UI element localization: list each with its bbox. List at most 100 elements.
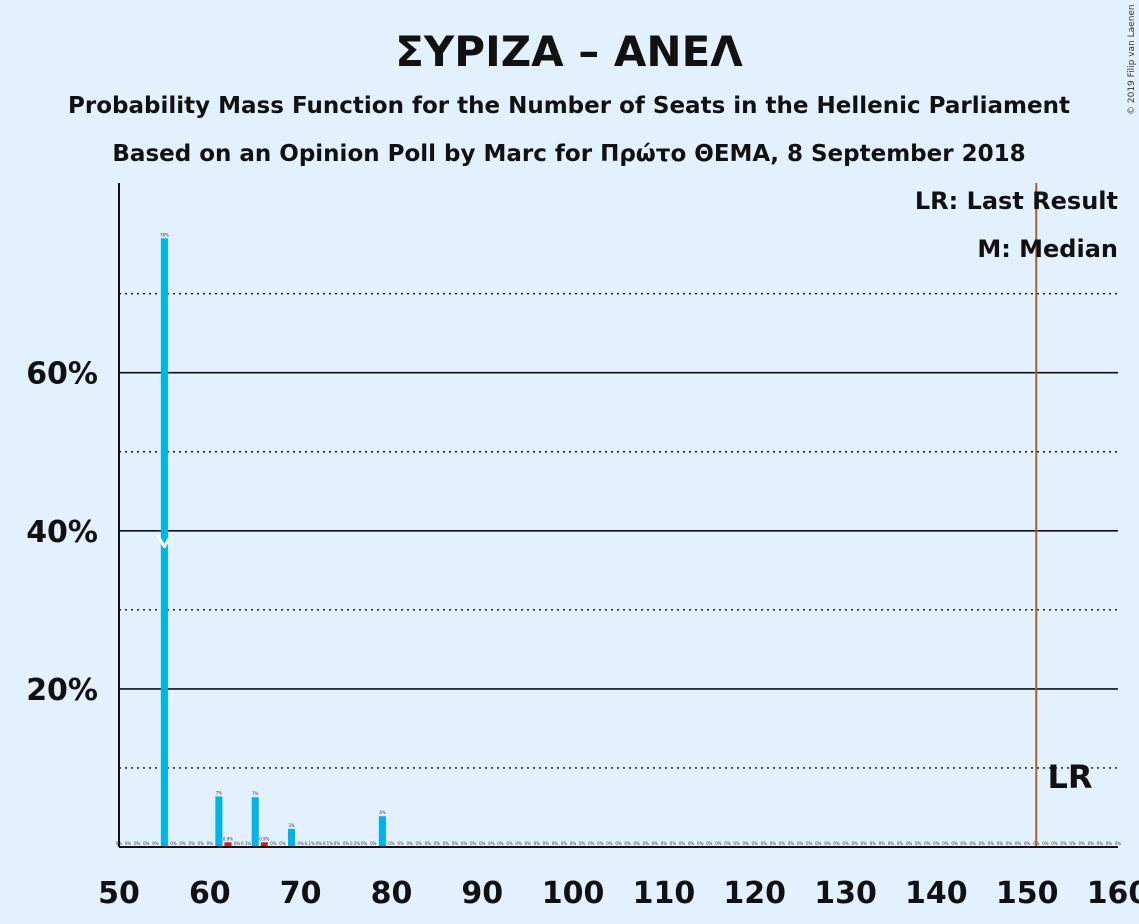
bar-label: 0% (742, 841, 749, 846)
bar-label: 0% (370, 841, 377, 846)
bar-label: 0% (906, 841, 913, 846)
bar-label: 0% (1078, 841, 1085, 846)
bar-label: 0% (942, 841, 949, 846)
bar-label: 0% (343, 841, 350, 846)
bar-label: 0% (470, 841, 477, 846)
bar-label: 0% (697, 841, 704, 846)
y-tick-label: 20% (26, 673, 98, 708)
x-tick-label: 110 (633, 876, 696, 911)
y-tick-label: 60% (26, 357, 98, 392)
bar (224, 842, 232, 847)
bar-label: 0% (788, 841, 795, 846)
bar-label: 0% (815, 841, 822, 846)
bar-label: 0.1% (323, 841, 333, 846)
bar-label: 0% (297, 841, 304, 846)
bar-label: 0% (897, 841, 904, 846)
bar-label: 0% (724, 841, 731, 846)
bar-label: 0% (552, 841, 559, 846)
bar-label: 0% (797, 841, 804, 846)
x-tick-label: 90 (461, 876, 503, 911)
bar-label: 0% (388, 841, 395, 846)
bar (260, 842, 268, 847)
bar-label: 0% (870, 841, 877, 846)
bar-label: 0% (615, 841, 622, 846)
bar-label: 7% (252, 791, 259, 796)
bar-label: 0% (752, 841, 759, 846)
bar-label: 0% (1015, 841, 1022, 846)
x-tick-label: 150 (996, 876, 1059, 911)
bar-label: 0% (1051, 841, 1058, 846)
bar-label: 0% (806, 841, 813, 846)
bar-label: 0% (1060, 841, 1067, 846)
bar-label: 0% (570, 841, 577, 846)
bar-label: 0% (688, 841, 695, 846)
bar-label: 0% (543, 841, 550, 846)
bar-label: 0% (715, 841, 722, 846)
bar-label: 0% (588, 841, 595, 846)
bar-label: 0% (488, 841, 495, 846)
chart-subtitle-2: Based on an Opinion Poll by Marc for Πρώ… (112, 141, 1025, 167)
bar-label: 0% (579, 841, 586, 846)
bar-label: 0% (179, 841, 186, 846)
bar-label: 0% (497, 841, 504, 846)
bar-label: 0% (915, 841, 922, 846)
chart-title: ΣΥΡΙΖΑ – ΑΝΕΛ (395, 27, 743, 76)
bar-label: 0% (443, 841, 450, 846)
bar-label: 0% (425, 841, 432, 846)
bar-label: 0% (733, 841, 740, 846)
bar-label: 3% (288, 823, 295, 828)
bar-label: 0% (434, 841, 441, 846)
bar-label: 0% (416, 841, 423, 846)
bar-label: 0% (1006, 841, 1013, 846)
bars: 0% 0% 0% 0% 0% 0% 0% 0% 0% 0% 0% 0% 0% 0% 0% 0% 0% 0% 0% 0%… (116, 183, 1121, 848)
bar-label: 0.1% (305, 841, 315, 846)
bar-label: 0% (988, 841, 995, 846)
bar-label: 0% (270, 841, 277, 846)
bar-label: 0% (207, 841, 214, 846)
legend-entry: LR: Last Result (915, 187, 1118, 215)
bar-label: 0% (1024, 841, 1031, 846)
bar-label: 0% (861, 841, 868, 846)
bar-label: 0% (452, 841, 459, 846)
bar (160, 238, 168, 848)
bar-label: 0.1% (241, 841, 251, 846)
bar-label: 0% (515, 841, 522, 846)
bar-label: 0% (824, 841, 831, 846)
bar-label: 0% (143, 841, 150, 846)
bar (378, 816, 386, 847)
bar-label: 78% (160, 232, 169, 237)
bar-label: 7% (216, 790, 223, 795)
bar-label: 0% (960, 841, 967, 846)
bar-label: 0% (833, 841, 840, 846)
x-tick-label: 70 (280, 876, 322, 911)
bar-label: 0% (997, 841, 1004, 846)
legend-entry: M: Median (977, 235, 1118, 263)
x-tick-label: 60 (189, 876, 231, 911)
chart-subtitle: Probability Mass Function for the Number… (68, 93, 1070, 119)
bar-label: 0% (361, 841, 368, 846)
bar-label: 0% (397, 841, 404, 846)
bar-label: 0.9% (259, 836, 269, 841)
bar-label: 4% (379, 810, 386, 815)
bar-label: 0% (970, 841, 977, 846)
bar-label: 0.2% (350, 841, 360, 846)
bar-label: 0% (461, 841, 468, 846)
legend: LR: Last Result M: Median (915, 187, 1118, 263)
x-tick-label: 120 (723, 876, 786, 911)
bar-label: 0% (1042, 841, 1049, 846)
bar-label: 0% (316, 841, 323, 846)
x-tick-label: 80 (371, 876, 413, 911)
bar-label: 0% (851, 841, 858, 846)
bar-label: 0% (679, 841, 686, 846)
bar-label: 0% (879, 841, 886, 846)
copyright-text: © 2019 Filip van Laenen (1127, 4, 1137, 115)
x-tick-label: 100 (542, 876, 605, 911)
gridlines (119, 292, 1118, 769)
median-marker (156, 535, 172, 549)
bar-label: 0% (1106, 841, 1113, 846)
bar-label: 0% (1088, 841, 1095, 846)
bar-label: 0% (606, 841, 613, 846)
bar (215, 796, 223, 847)
bar (251, 797, 259, 847)
bar-label: 0% (770, 841, 777, 846)
